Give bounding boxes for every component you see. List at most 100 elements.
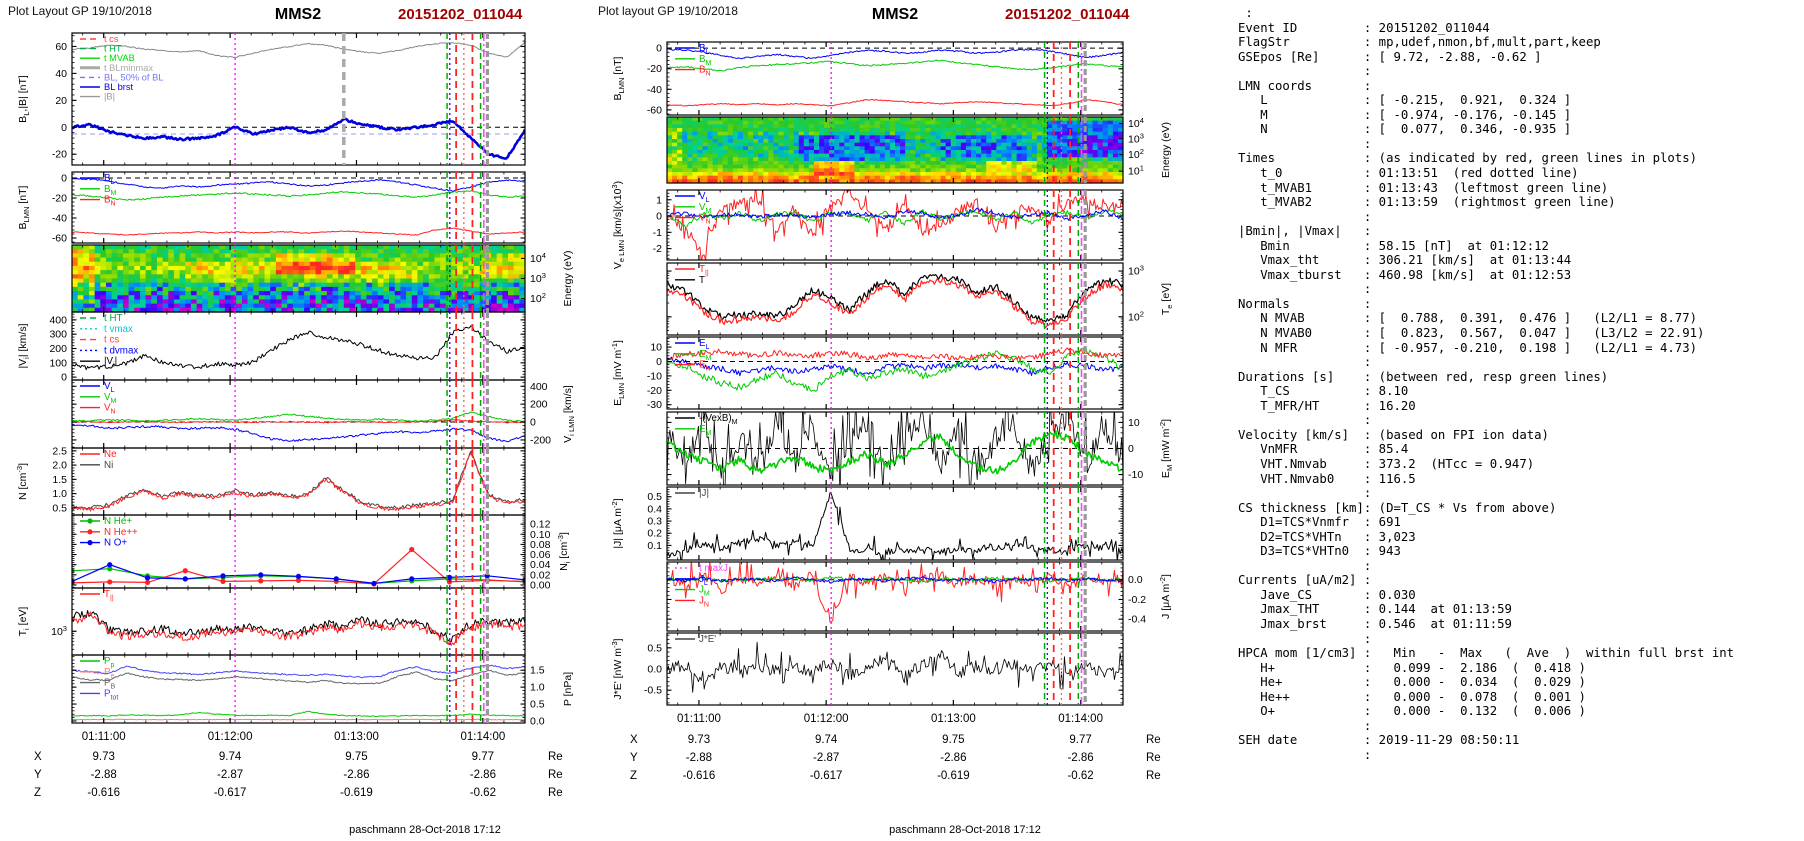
svg-text:EL: EL [699, 338, 710, 351]
svg-text:0: 0 [656, 356, 662, 368]
svg-text:-2.86: -2.86 [343, 769, 369, 781]
svg-text:BL: BL [104, 173, 115, 186]
svg-text:EM [mW m-2]: EM [mW m-2] [1158, 419, 1174, 478]
svg-text:VM: VM [104, 392, 117, 405]
svg-text:104: 104 [1128, 116, 1144, 130]
svg-text:Y: Y [34, 769, 42, 781]
svg-text:0.02: 0.02 [530, 569, 551, 581]
svg-text:9.75: 9.75 [345, 751, 367, 763]
svg-text:-20: -20 [647, 385, 662, 397]
svg-text:BN: BN [699, 65, 711, 78]
svg-text:0.00: 0.00 [530, 579, 551, 591]
svg-text:0: 0 [1128, 443, 1134, 455]
svg-text:9.77: 9.77 [472, 751, 494, 763]
svg-text:T||: T|| [104, 589, 114, 602]
svg-text:-20: -20 [52, 149, 67, 161]
svg-text:Ni [cm-3]: Ni [cm-3] [556, 532, 572, 571]
svg-text:-0.62: -0.62 [470, 787, 496, 799]
middle-plot-header: Plot layout GP 19/10/2018 [598, 4, 738, 18]
svg-text:1: 1 [656, 194, 662, 206]
svg-text:102: 102 [530, 291, 546, 305]
svg-text:1.0: 1.0 [52, 488, 67, 500]
svg-text:-0.2: -0.2 [1128, 594, 1146, 606]
middle-event-id: 20151202_011044 [1005, 6, 1130, 23]
svg-text:400: 400 [530, 381, 548, 393]
svg-text:t BLminmax: t BLminmax [104, 63, 153, 73]
svg-text:t maxJ: t maxJ [699, 563, 728, 574]
svg-text:-2.88: -2.88 [91, 769, 117, 781]
svg-text:9.74: 9.74 [219, 751, 242, 763]
svg-text:BN: BN [104, 195, 116, 208]
svg-text:0.08: 0.08 [530, 539, 551, 551]
svg-text:-30: -30 [647, 399, 662, 411]
svg-text:102: 102 [1128, 309, 1144, 323]
svg-text:-40: -40 [647, 84, 662, 96]
svg-text:|J| [μA m-2]: |J| [μA m-2] [610, 498, 624, 548]
svg-text:0.10: 0.10 [530, 529, 551, 541]
svg-text:N [cm-3]: N [cm-3] [15, 463, 29, 500]
left-event-id: 20151202_011044 [398, 6, 523, 23]
svg-text:0.5: 0.5 [52, 502, 67, 514]
svg-text:Re: Re [548, 769, 563, 781]
svg-text:0: 0 [61, 372, 67, 384]
svg-text:0: 0 [530, 417, 536, 429]
svg-text:Ve LMN [km/s](x103): Ve LMN [km/s](x103) [610, 181, 626, 269]
svg-text:10: 10 [650, 342, 662, 354]
svg-text:|Vi|: |Vi| [104, 356, 117, 369]
svg-text:01:13:00: 01:13:00 [334, 731, 379, 743]
svg-text:P [nPa]: P [nPa] [562, 672, 574, 706]
svg-text:-(VexB)M: -(VexB)M [699, 413, 738, 426]
svg-text:BL brst: BL brst [104, 82, 134, 92]
svg-text:J [μA m-2]: J [μA m-2] [1158, 574, 1172, 619]
svg-text:01:12:00: 01:12:00 [208, 731, 253, 743]
svg-text:EM: EM [699, 349, 712, 362]
svg-text:BL, 50% of BL: BL, 50% of BL [104, 72, 163, 82]
svg-text:VL: VL [104, 381, 115, 394]
svg-text:103: 103 [51, 624, 67, 638]
svg-text:t HT: t HT [104, 313, 123, 324]
svg-text:01:11:00: 01:11:00 [82, 731, 126, 743]
svg-text:VL: VL [699, 191, 710, 204]
svg-text:1.5: 1.5 [530, 665, 545, 677]
svg-text:PB: PB [104, 678, 116, 691]
svg-text:VN: VN [104, 403, 116, 416]
event-summary-text: : Event ID : 20151202_011044 FlagStr : m… [1238, 6, 1735, 762]
svg-text:Ptot: Ptot [104, 688, 118, 701]
svg-text:BL,|B| [nT]: BL,|B| [nT] [17, 75, 31, 123]
svg-text:N He++: N He++ [104, 527, 138, 538]
svg-text:103: 103 [1128, 264, 1144, 278]
svg-text:2.0: 2.0 [52, 460, 67, 472]
svg-text:-20: -20 [52, 193, 67, 205]
svg-text:0.06: 0.06 [530, 549, 551, 561]
svg-text:ELMN [mV m-1]: ELMN [mV m-1] [610, 340, 626, 406]
svg-text:BM: BM [104, 184, 117, 197]
svg-text:104: 104 [530, 251, 546, 265]
svg-text:t HT: t HT [104, 44, 122, 54]
svg-text:101: 101 [1128, 164, 1144, 178]
svg-text:300: 300 [49, 329, 67, 341]
svg-text:-0.617: -0.617 [214, 787, 247, 799]
svg-text:0: 0 [656, 211, 662, 223]
svg-text:BLMN [nT]: BLMN [nT] [612, 56, 626, 100]
svg-text:-0.619: -0.619 [340, 787, 373, 799]
svg-text:0.12: 0.12 [530, 519, 551, 531]
svg-text:N He+: N He+ [104, 516, 132, 527]
svg-text:103: 103 [530, 271, 546, 285]
svg-text:t vmax: t vmax [104, 324, 133, 335]
svg-text:0: 0 [656, 43, 662, 55]
svg-text:Ti [eV]: Ti [eV] [17, 607, 31, 637]
svg-text:103: 103 [1128, 131, 1144, 145]
svg-text:200: 200 [49, 343, 67, 355]
svg-text:-2.87: -2.87 [217, 769, 243, 781]
svg-text:0: 0 [61, 173, 67, 185]
svg-text:X: X [34, 751, 42, 763]
svg-text:10: 10 [1128, 417, 1140, 429]
svg-text:|B|: |B| [104, 92, 115, 102]
svg-text:-0.616: -0.616 [87, 787, 120, 799]
svg-text:t cs: t cs [104, 34, 119, 44]
svg-text:-60: -60 [52, 233, 67, 245]
svg-text:Pp: Pp [104, 656, 115, 669]
svg-text:Energy (eV): Energy (eV) [562, 250, 574, 306]
svg-text:1.5: 1.5 [52, 474, 67, 486]
